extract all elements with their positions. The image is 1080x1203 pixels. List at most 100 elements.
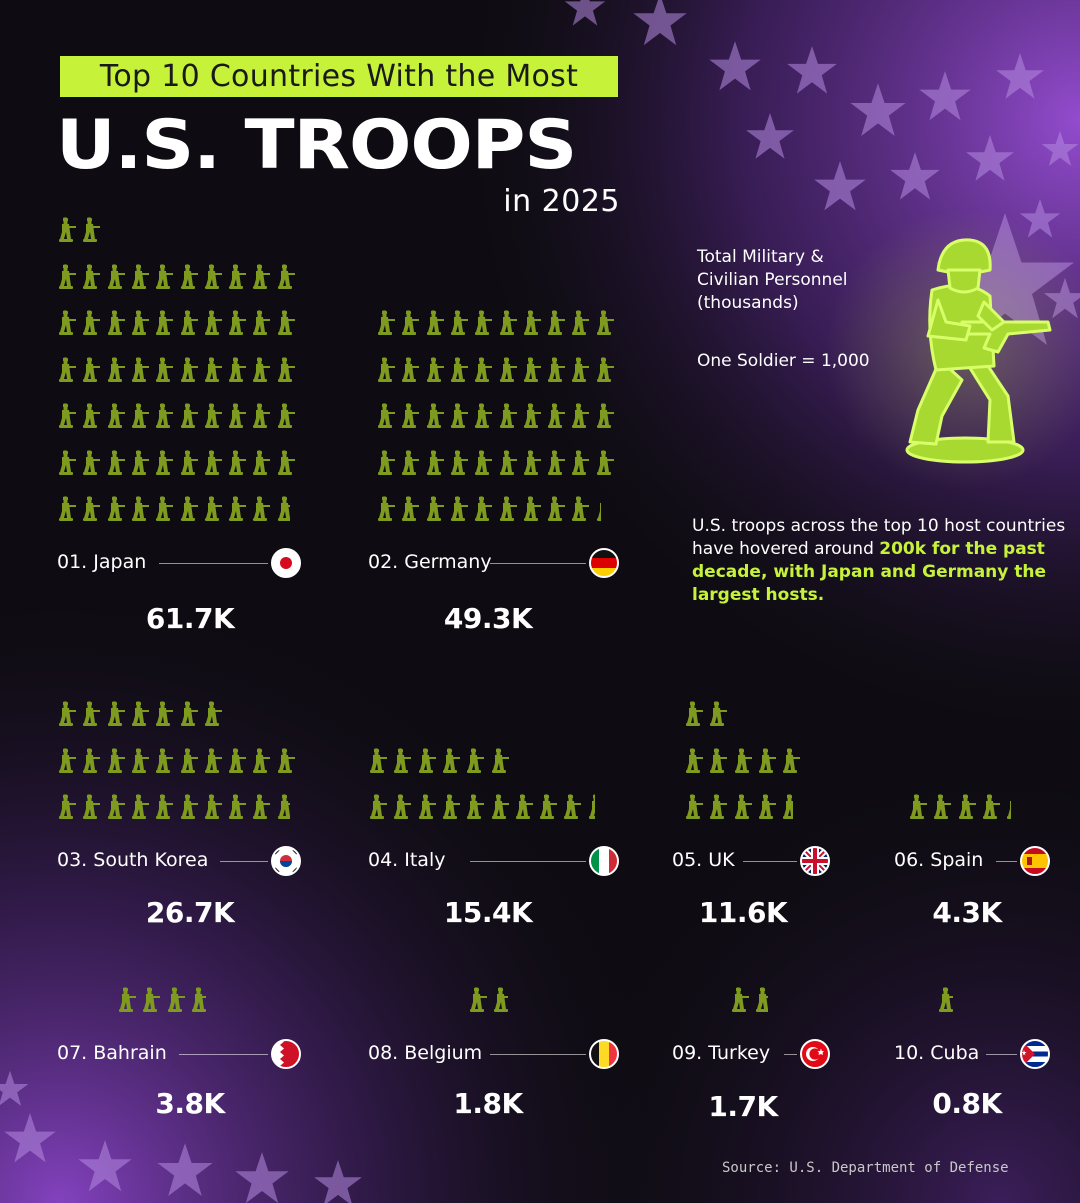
soldier-icon <box>564 794 582 819</box>
soldier-icon <box>180 496 198 521</box>
chart-title: U.S. TROOPS <box>56 106 577 185</box>
soldier-icon <box>253 794 271 819</box>
leader-line <box>985 1054 1017 1055</box>
soldier-icon <box>910 794 927 819</box>
soldier-icon <box>499 403 517 428</box>
cuba-flag-icon <box>1020 1039 1050 1069</box>
soldier-icon <box>710 794 728 819</box>
leader-line <box>995 861 1017 862</box>
soldier-icon <box>204 403 222 428</box>
soldier-icon <box>83 403 101 428</box>
soldier-icon <box>180 701 198 726</box>
leader-line <box>158 563 268 564</box>
soldier-icon <box>475 403 493 428</box>
soldier-icon <box>442 747 460 773</box>
soldier-icon <box>229 449 247 475</box>
soldier-icon <box>402 310 420 335</box>
value-label: 3.8K <box>155 1087 225 1120</box>
soldier-icon <box>442 794 460 819</box>
soldier-icon <box>418 747 436 773</box>
soldier-icon <box>59 496 76 521</box>
soldier-icon <box>59 794 76 819</box>
soldier-icon <box>253 403 271 428</box>
soldier-icon <box>783 794 794 819</box>
value-label: 49.3K <box>443 602 533 635</box>
soldier-icon <box>107 747 125 773</box>
soldier-icon <box>83 356 101 382</box>
soldier-icon <box>83 310 101 335</box>
soldier-icon <box>253 263 271 289</box>
country-label: 07. Bahrain <box>57 1042 167 1064</box>
soldier-icon <box>83 747 101 773</box>
soldier-icon <box>378 403 395 428</box>
value-label: 11.6K <box>698 896 788 929</box>
leader-line <box>179 1054 268 1055</box>
soldier-icon <box>59 356 76 382</box>
soldier-icon <box>394 794 412 819</box>
soldier-icon <box>131 310 149 335</box>
soldier-icon <box>939 987 953 1012</box>
soldier-icon <box>450 496 468 521</box>
soldier-icon <box>253 747 271 773</box>
soldier-icon <box>156 747 174 773</box>
soldier-icon <box>229 356 247 382</box>
country-label: 10. Cuba <box>894 1042 980 1064</box>
soldier-icon <box>107 449 125 475</box>
soldier-icon <box>783 747 801 773</box>
soldier-icon <box>402 403 420 428</box>
country-label: 03. South Korea <box>57 849 209 871</box>
soldier-icon <box>548 496 566 521</box>
value-label: 0.8K <box>932 1087 1002 1120</box>
soldier-icon <box>523 310 541 335</box>
chart-tagline: Top 10 Countries With the Most <box>60 56 618 97</box>
soldier-icon <box>180 449 198 475</box>
soldier-icon <box>204 356 222 382</box>
country-label: 05. UK <box>672 849 735 871</box>
country-label: 09. Turkey <box>672 1042 771 1064</box>
soldier-icon <box>156 794 174 819</box>
soldier-icon <box>958 794 976 819</box>
soldier-icon <box>499 356 517 382</box>
leader-line <box>469 861 586 862</box>
soldier-icon <box>394 747 412 773</box>
note-text: U.S. troops across the top 10 host count… <box>692 516 1066 559</box>
soldier-icon <box>540 794 558 819</box>
source-note: Source: U.S. Department of Defense <box>722 1160 1009 1176</box>
soldier-icon <box>596 503 601 521</box>
soldier-icon <box>686 747 703 773</box>
soldier-icon <box>156 403 174 428</box>
soldier-icon <box>426 403 444 428</box>
soldier-icon <box>499 310 517 335</box>
soldier-icon <box>59 449 76 475</box>
soldier-icon <box>491 747 509 773</box>
soldier-icon <box>229 310 247 335</box>
soldier-icon <box>548 403 566 428</box>
soldier-icon <box>450 310 468 335</box>
value-label: 15.4K <box>443 896 533 929</box>
value-label: 1.8K <box>453 1087 523 1120</box>
soldier-icon <box>758 747 776 773</box>
soldier-icon <box>156 449 174 475</box>
germany-flag-icon <box>589 548 619 578</box>
soldier-icon <box>491 794 509 819</box>
leader-line <box>743 861 797 862</box>
soldier-icon <box>131 356 149 382</box>
soldier-icon <box>370 794 387 819</box>
soldier-icon <box>515 794 533 819</box>
soldier-icon <box>143 987 161 1012</box>
soldier-icon <box>596 403 614 428</box>
soldier-icon <box>277 356 295 382</box>
value-label: 26.7K <box>145 896 235 929</box>
legend-label: Total Military & Civilian Personnel (tho… <box>697 247 848 313</box>
italy-flag-icon <box>589 846 619 876</box>
soldier-icon <box>572 403 590 428</box>
soldier-icon <box>180 403 198 428</box>
soldier-icon <box>378 310 395 335</box>
soldier-icon <box>204 310 222 335</box>
value-label: 61.7K <box>145 602 235 635</box>
soldier-icon <box>499 449 517 475</box>
soldier-icon <box>686 701 703 726</box>
soldier-icon <box>229 263 247 289</box>
soldier-icon <box>131 496 149 521</box>
soldier-icon <box>253 449 271 475</box>
